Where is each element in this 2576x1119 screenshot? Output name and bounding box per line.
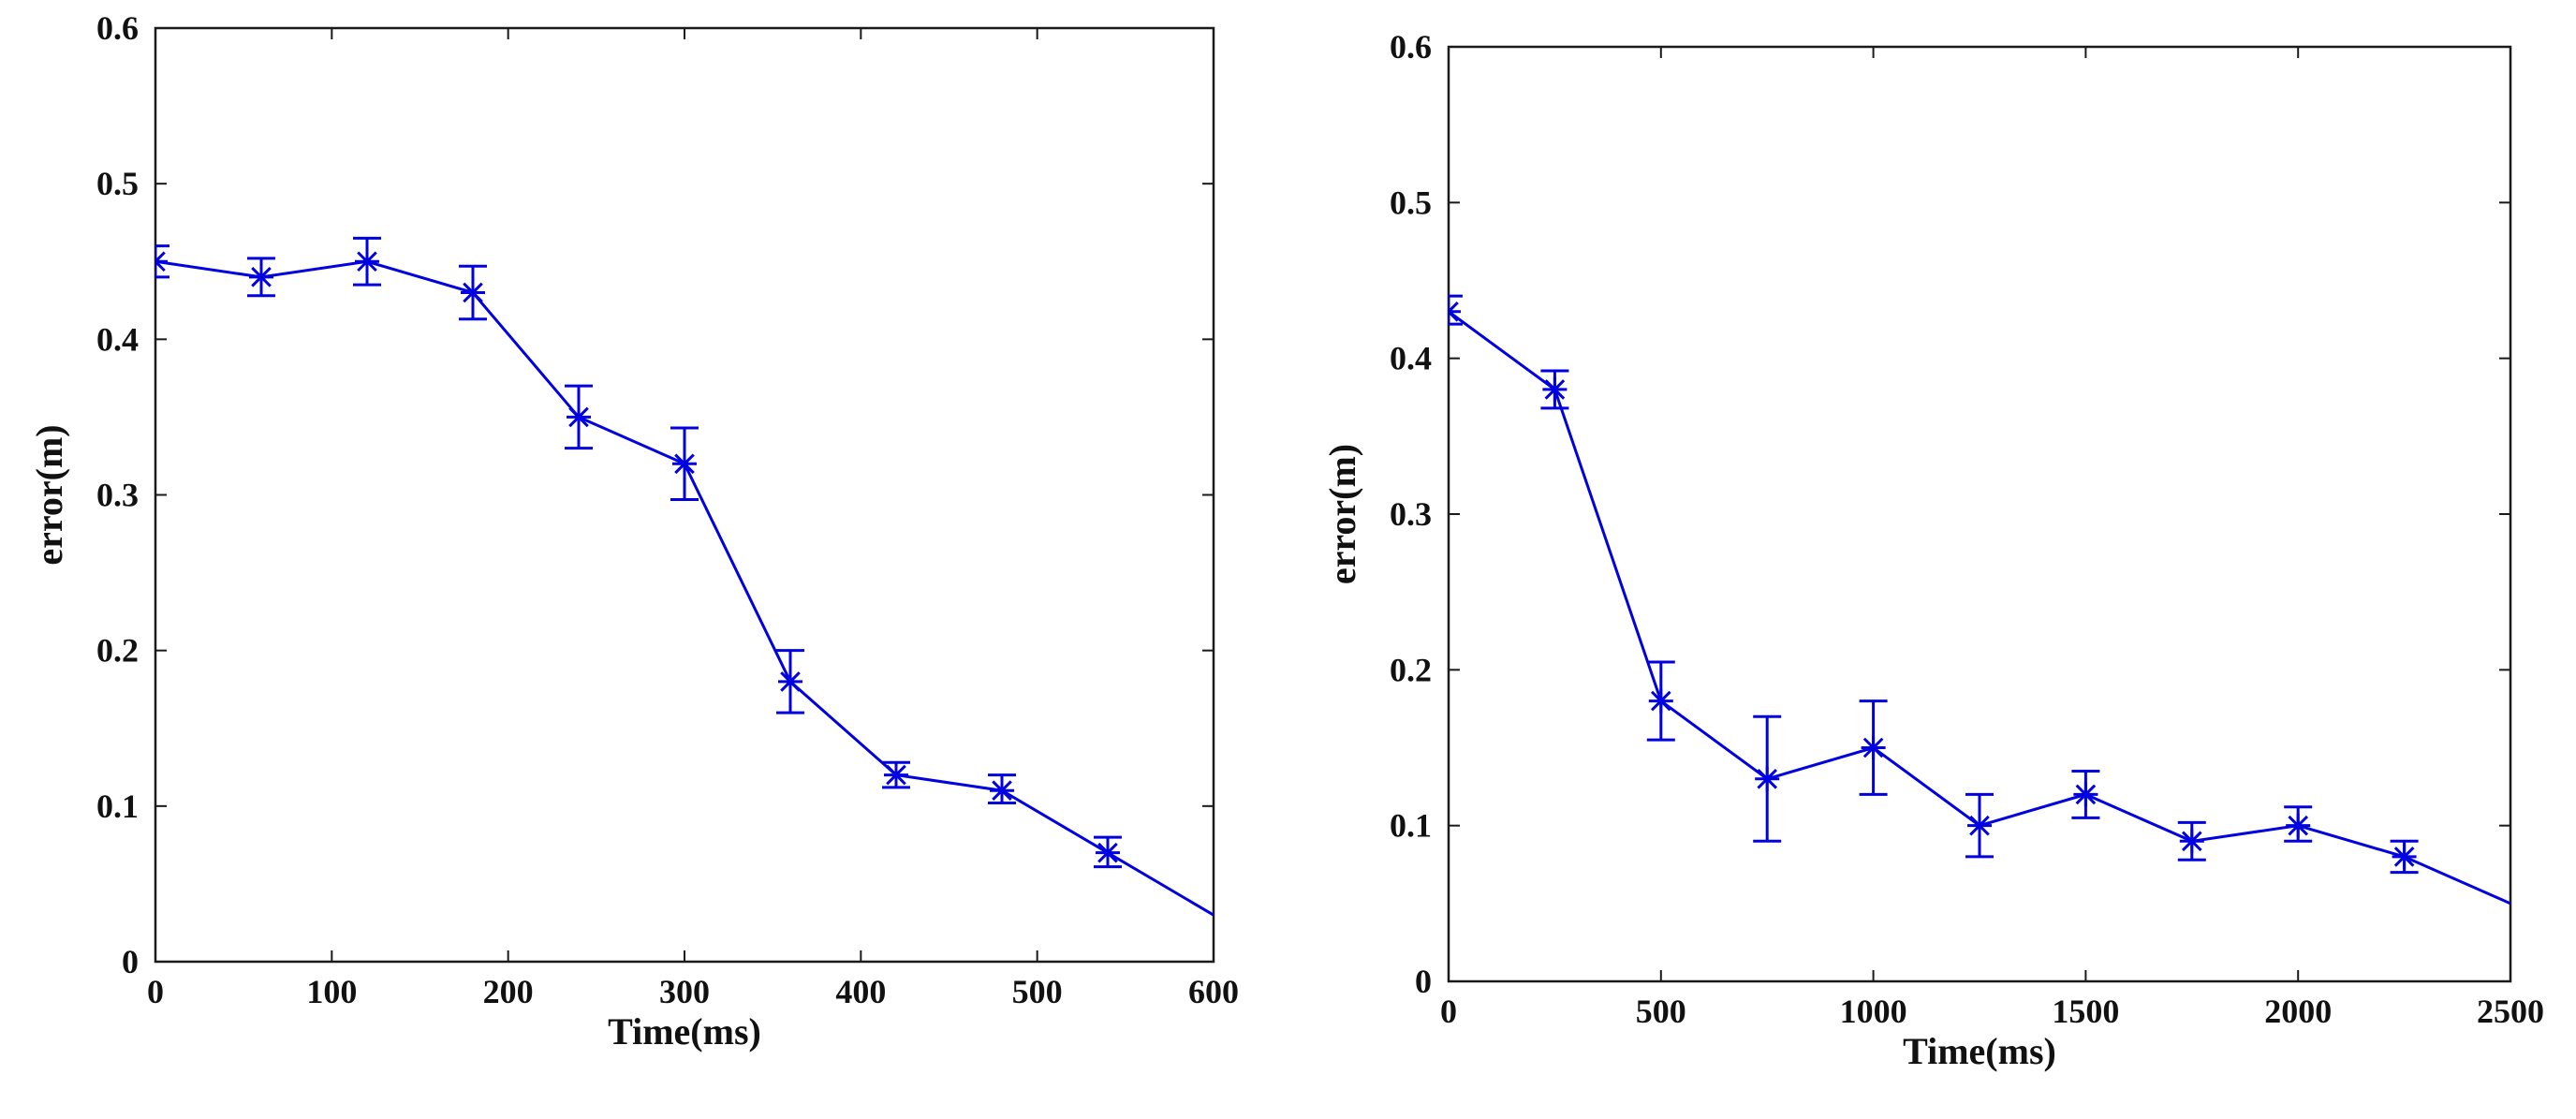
chart-0-y-axis-label: error(m) [28, 424, 70, 565]
chart-1-y-tick-label: 0.2 [1390, 651, 1432, 688]
chart-0-data-point-marker [672, 451, 697, 477]
chart-1-series [1449, 294, 2510, 906]
chart-0-y-tick-label: 0.3 [96, 477, 139, 514]
chart-0-x-axis-label: Time(ms) [608, 1010, 761, 1053]
chart-0-y-tick-label: 0.1 [96, 788, 139, 825]
chart-0-x-tick-label: 500 [1012, 973, 1063, 1010]
chart-1-x-tick-label: 2000 [2264, 993, 2332, 1030]
chart-1-data-point-marker [1542, 376, 1568, 402]
chart-0-data-point-marker [567, 405, 591, 430]
chart-right: 0 500 1000 1500 2000 2500 0 0.1 0.2 0.3 0.4 0.5 0.6 T… [1321, 28, 2544, 1072]
chart-0-y-tick-label: 0.5 [96, 165, 139, 202]
chart-0-x-tick-label: 300 [659, 973, 710, 1010]
chart-1-data-point-marker [1648, 688, 1673, 714]
chart-0-data-point-marker [778, 669, 802, 694]
chart-1-y-axis-label: error(m) [1321, 444, 1363, 584]
chart-1-x-axis-label: Time(ms) [1903, 1030, 2056, 1072]
chart-1-x-tick-label: 2500 [2477, 993, 2544, 1030]
chart-0-y-tick-label: 0 [122, 943, 139, 980]
chart-0-data-point-marker [1096, 840, 1120, 865]
chart-0-data-point-marker [461, 280, 485, 305]
chart-1-y-tick-label: 0.6 [1390, 28, 1432, 66]
chart-0-y-tick-label: 0.6 [96, 9, 139, 47]
chart-0-x-tick-label: 600 [1188, 973, 1239, 1010]
chart-1-x-tick-label: 0 [1440, 993, 1457, 1030]
chart-1-data-point-marker [1755, 766, 1780, 791]
chart-1-data-point-marker [2179, 829, 2204, 854]
chart-0-data-point-marker [249, 264, 273, 289]
chart-1-y-tick-label: 0.4 [1390, 340, 1432, 377]
chart-0-x-tick-label: 0 [147, 973, 164, 1010]
chart-1-data-point-marker [1967, 813, 1992, 838]
chart-0-x-tick-label: 100 [306, 973, 357, 1010]
chart-0-x-tick-label: 400 [835, 973, 886, 1010]
chart-0-y-tick-label: 0.2 [96, 632, 139, 670]
chart-1-x-tick-label: 500 [1636, 993, 1686, 1030]
chart-1-y-tick-label: 0 [1415, 963, 1432, 1000]
chart-1-data-point-marker [1861, 735, 1886, 760]
chart-0-data-point-marker [155, 249, 168, 274]
chart-0-series [155, 236, 1214, 917]
chart-1-y-tick-label: 0.3 [1390, 495, 1432, 533]
chart-1-data-point-marker [1449, 299, 1461, 324]
chart-0-data-point-marker [355, 249, 379, 274]
chart-1-data-point-marker [2286, 813, 2311, 838]
chart-1-x-tick-label: 1000 [1840, 993, 1907, 1030]
chart-0-series-line [155, 259, 1214, 917]
chart-1-y-tick-label: 0.5 [1390, 184, 1432, 221]
chart-0-y-tick-label: 0.4 [96, 320, 139, 358]
chart-left: 0 100 200 300 400 500 600 0 0.1 0.2 0.3 0.4 0.5 0.6 Ti… [28, 9, 1239, 1053]
chart-1-data-point-marker [2392, 844, 2417, 869]
chart-0-x-tick-label: 200 [483, 973, 534, 1010]
chart-1-x-tick-label: 1500 [2052, 993, 2119, 1030]
chart-0-data-point-marker [990, 778, 1014, 803]
chart-1-y-tick-label: 0.1 [1390, 807, 1432, 845]
chart-0-data-point-marker [884, 762, 908, 788]
chart-1-data-point-marker [2073, 782, 2098, 807]
